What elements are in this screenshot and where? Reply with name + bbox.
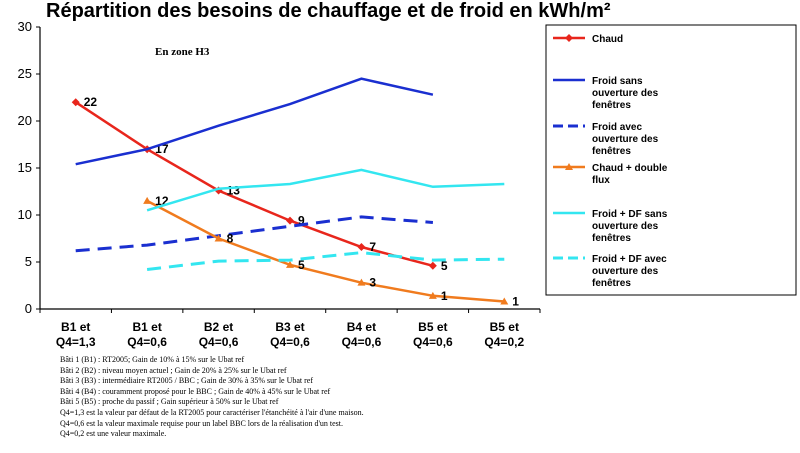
data-label: 9 xyxy=(298,214,305,228)
legend-label: fenêtres xyxy=(592,233,631,244)
data-point xyxy=(286,216,294,225)
y-tick-label: 10 xyxy=(18,207,32,222)
data-point xyxy=(214,234,223,242)
x-tick-label: Q4=0,6 xyxy=(127,335,167,349)
x-tick-label: B1 et xyxy=(61,320,90,334)
data-point xyxy=(143,196,152,204)
legend-label: Froid + DF sans xyxy=(592,209,668,220)
y-tick-label: 15 xyxy=(18,160,32,175)
data-label: 1 xyxy=(512,294,519,308)
data-label: 7 xyxy=(369,240,376,254)
footnote-line: Q4=1,3 est la valeur par défaut de la RT… xyxy=(60,407,364,417)
data-label: 22 xyxy=(84,95,98,109)
x-tick-label: B1 et xyxy=(132,320,161,334)
series-line-5 xyxy=(146,168,505,212)
footnote-line: Q4=0,2 est une valeur maximale. xyxy=(60,429,167,439)
data-label: 3 xyxy=(369,276,376,290)
legend-label: flux xyxy=(592,175,610,186)
data-point xyxy=(71,98,80,107)
legend-label: Chaud xyxy=(592,34,623,45)
series-line-4 xyxy=(146,199,505,303)
x-tick-label: B5 et xyxy=(418,320,447,334)
data-point xyxy=(357,278,366,286)
data-label: 1 xyxy=(441,289,448,303)
footnote-line: Bâti 5 (B5) : proche du passif ; Gain su… xyxy=(60,397,279,407)
y-tick-label: 30 xyxy=(18,19,32,34)
x-tick-label: Q4=0,2 xyxy=(484,335,524,349)
legend-label: ouverture des xyxy=(592,134,659,145)
data-label: 5 xyxy=(298,258,305,272)
legend-marker xyxy=(565,163,573,170)
legend-label: fenêtres xyxy=(592,100,631,111)
data-point xyxy=(428,291,437,299)
data-label: 8 xyxy=(227,232,234,246)
y-tick-label: 20 xyxy=(18,113,32,128)
legend-label: Froid avec xyxy=(592,122,642,133)
footnote-line: Q4=0,6 est la valeur maximale requise po… xyxy=(60,418,343,428)
footnote-line: Bâti 2 (B2) : niveau moyen actuel ; Gain… xyxy=(60,365,287,375)
x-tick-label: B2 et xyxy=(204,320,233,334)
data-label: 13 xyxy=(227,184,241,198)
legend-label: Froid + DF avec xyxy=(592,254,667,265)
y-tick-label: 25 xyxy=(18,66,32,81)
x-tick-label: B4 et xyxy=(347,320,376,334)
legend-label: ouverture des xyxy=(592,221,659,232)
footnote-line: Bâti 3 (B3) : intermédiaire RT2005 / BBC… xyxy=(60,376,314,386)
x-tick-label: B5 et xyxy=(490,320,519,334)
chart-annotation: En zone H3 xyxy=(155,46,210,58)
data-point xyxy=(428,261,437,270)
x-tick-label: Q4=0,6 xyxy=(413,335,453,349)
series-line-3 xyxy=(75,215,434,253)
footnote-line: Bâti 1 (B1) : RT2005; Gain de 10% à 15% … xyxy=(60,355,245,364)
chart-title: Répartition des besoins de chauffage et … xyxy=(46,0,611,22)
x-tick-label: Q4=0,6 xyxy=(270,335,310,349)
legend-marker xyxy=(565,34,573,42)
series-line-2 xyxy=(75,77,434,166)
x-tick-label: B3 et xyxy=(275,320,304,334)
data-point xyxy=(500,297,509,305)
legend-label: Froid sans xyxy=(592,76,643,87)
series-line-1 xyxy=(75,101,434,268)
x-tick-label: Q4=1,3 xyxy=(56,335,96,349)
y-tick-label: 0 xyxy=(25,301,32,316)
data-label: 5 xyxy=(441,259,448,273)
legend-box xyxy=(545,24,797,296)
footnotes: Bâti 1 (B1) : RT2005; Gain de 10% à 15% … xyxy=(60,355,364,440)
footnote-line: Bâti 4 (B4) : couramment proposé pour le… xyxy=(60,386,331,396)
x-tick-label: Q4=0,6 xyxy=(342,335,382,349)
data-point xyxy=(286,260,294,268)
data-point xyxy=(357,242,366,251)
legend-label: fenêtres xyxy=(592,146,631,157)
x-tick-label: Q4=0,6 xyxy=(199,335,239,349)
legend-label: ouverture des xyxy=(592,266,659,277)
legend-label: fenêtres xyxy=(592,278,631,289)
y-tick-label: 5 xyxy=(25,254,32,269)
series-line-6 xyxy=(146,251,505,271)
legend-label: ouverture des xyxy=(592,88,659,99)
legend-label: Chaud + double xyxy=(592,163,668,174)
